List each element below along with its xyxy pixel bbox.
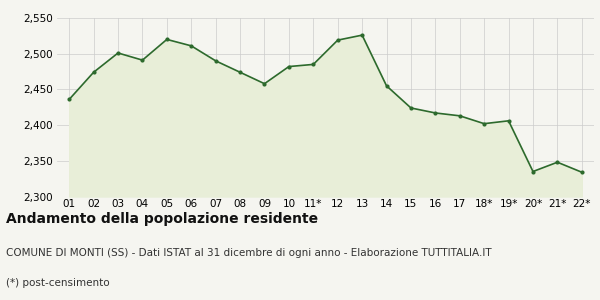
Text: (*) post-censimento: (*) post-censimento <box>6 278 110 287</box>
Text: Andamento della popolazione residente: Andamento della popolazione residente <box>6 212 318 226</box>
Text: COMUNE DI MONTI (SS) - Dati ISTAT al 31 dicembre di ogni anno - Elaborazione TUT: COMUNE DI MONTI (SS) - Dati ISTAT al 31 … <box>6 248 491 257</box>
